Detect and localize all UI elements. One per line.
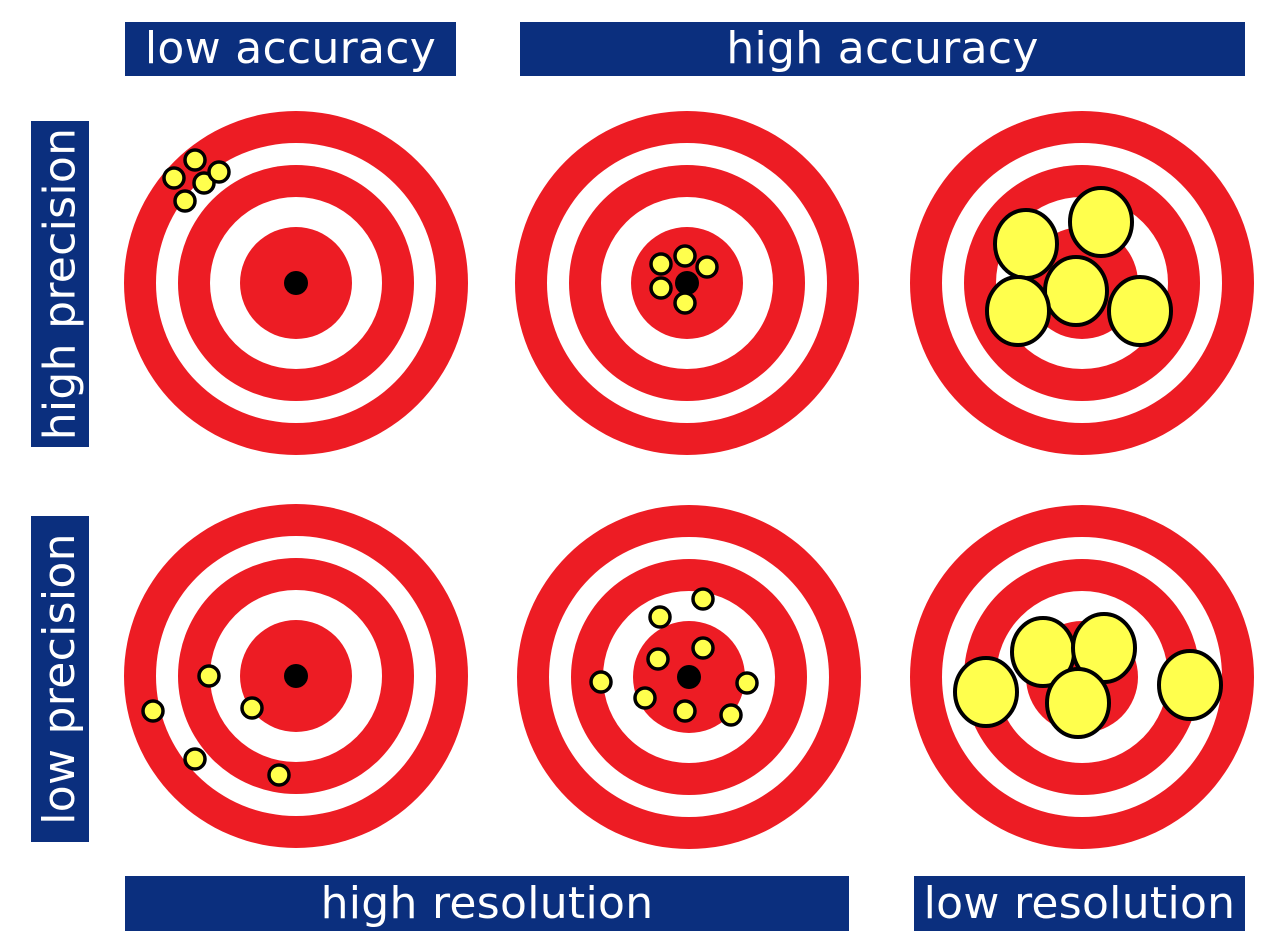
shot-mark <box>141 699 165 723</box>
low-accuracy-banner: low accuracy <box>125 22 456 76</box>
target-low-accuracy-low-precision <box>124 504 468 848</box>
low-resolution-banner: low resolution <box>914 876 1245 931</box>
target-low-accuracy-high-precision <box>124 111 468 455</box>
shot-mark <box>183 148 207 172</box>
shot-mark <box>719 703 743 727</box>
shot-mark <box>649 252 673 276</box>
shot-mark <box>673 699 697 723</box>
shot-mark <box>673 291 697 315</box>
shot-mark <box>633 686 657 710</box>
shot-mark <box>183 747 207 771</box>
shot-mark <box>197 664 221 688</box>
shot-mark <box>993 208 1059 280</box>
target-high-accuracy-low-precision <box>517 505 861 849</box>
bullseye-dot <box>677 665 701 689</box>
high-resolution-banner: high resolution <box>125 876 849 931</box>
low-accuracy-label: low accuracy <box>144 23 437 74</box>
shot-mark <box>648 605 672 629</box>
shot-mark <box>646 647 670 671</box>
low-precision-banner: low precision <box>31 516 89 842</box>
shot-mark <box>1157 649 1223 721</box>
high-resolution-label: high resolution <box>320 877 654 929</box>
shot-mark <box>695 255 719 279</box>
shot-mark <box>162 166 186 190</box>
bullseye-dot <box>284 664 308 688</box>
target-high-accuracy-high-precision <box>515 111 859 455</box>
shot-mark <box>207 160 231 184</box>
shot-mark <box>1045 667 1111 739</box>
shot-mark <box>649 276 673 300</box>
shot-mark <box>691 587 715 611</box>
shot-mark <box>267 763 291 787</box>
shot-mark <box>1068 186 1134 258</box>
shot-mark <box>673 244 697 268</box>
high-accuracy-banner: high accuracy <box>520 22 1245 76</box>
low-resolution-label: low resolution <box>923 877 1236 929</box>
shot-mark <box>1043 255 1109 327</box>
target-high-accuracy-low-precision-low-resolution <box>910 505 1254 849</box>
high-precision-banner: high precision <box>31 121 89 447</box>
target-high-accuracy-high-precision-low-resolution <box>910 111 1254 455</box>
shot-mark <box>953 656 1019 728</box>
shot-mark <box>1107 275 1173 347</box>
shot-mark <box>691 636 715 660</box>
shot-mark <box>735 671 759 695</box>
shot-mark <box>589 670 613 694</box>
shot-mark <box>173 189 197 213</box>
shot-mark <box>240 696 264 720</box>
bullseye-dot <box>284 271 308 295</box>
bullseye-dot <box>675 271 699 295</box>
high-accuracy-label: high accuracy <box>726 23 1039 74</box>
shot-mark <box>985 275 1051 347</box>
